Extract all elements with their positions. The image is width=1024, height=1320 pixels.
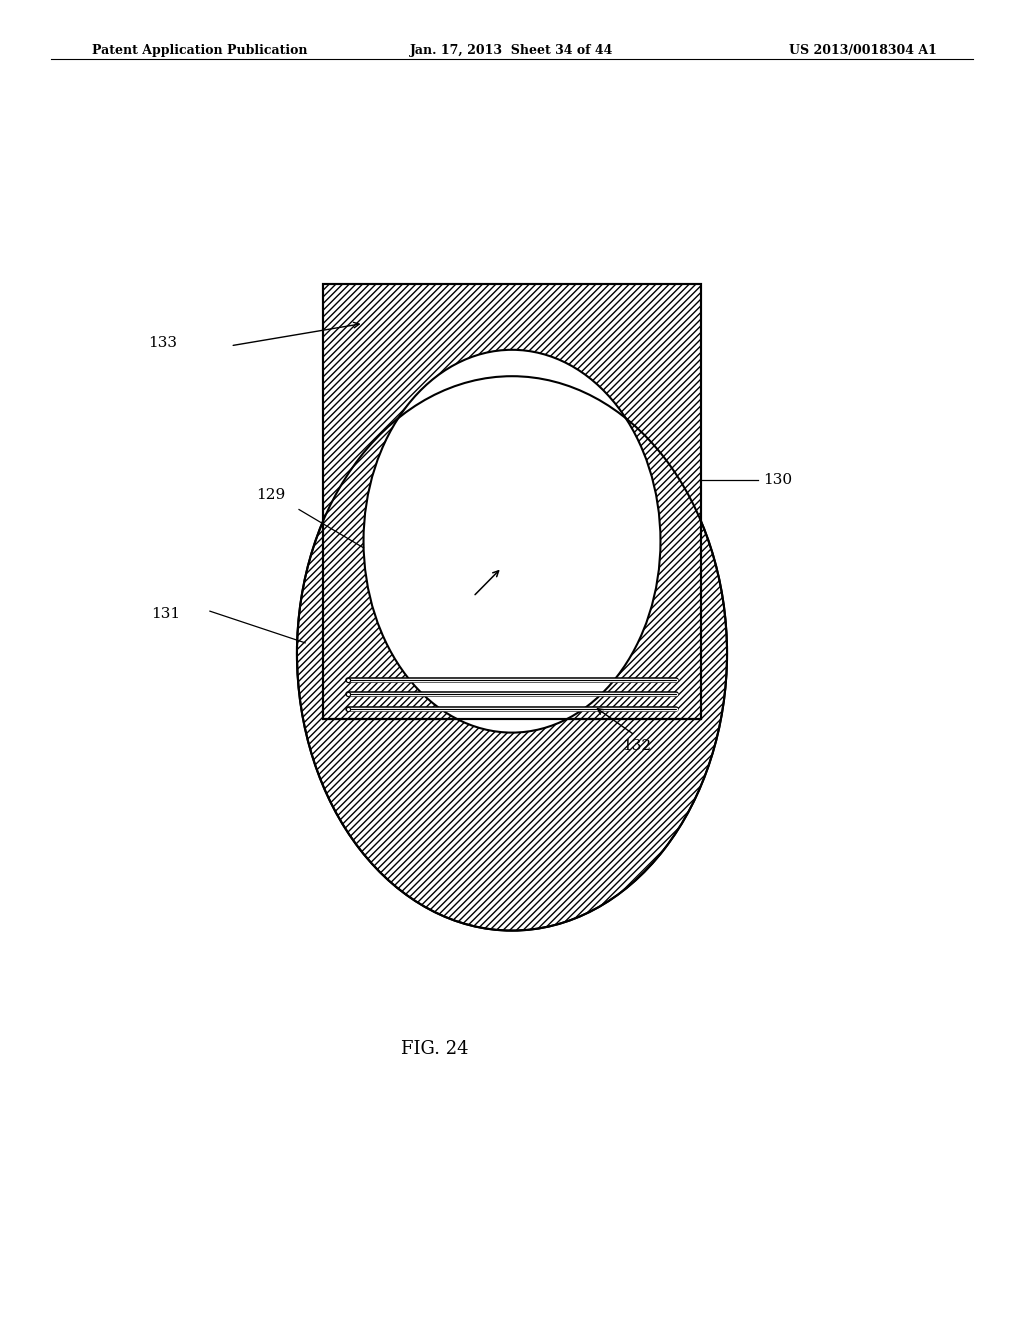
Bar — [323, 284, 701, 719]
Text: 133: 133 — [148, 335, 177, 350]
Text: Patent Application Publication: Patent Application Publication — [92, 44, 307, 57]
Text: Jan. 17, 2013  Sheet 34 of 44: Jan. 17, 2013 Sheet 34 of 44 — [411, 44, 613, 57]
Text: US 2013/0018304 A1: US 2013/0018304 A1 — [790, 44, 937, 57]
Circle shape — [364, 350, 660, 733]
Bar — [323, 284, 701, 719]
Circle shape — [297, 376, 727, 931]
Text: 132: 132 — [623, 739, 651, 752]
Text: 130: 130 — [763, 473, 792, 487]
Bar — [323, 284, 701, 719]
Text: 129: 129 — [256, 487, 286, 502]
Text: 131: 131 — [152, 607, 180, 620]
Text: FIG. 24: FIG. 24 — [401, 1040, 469, 1059]
